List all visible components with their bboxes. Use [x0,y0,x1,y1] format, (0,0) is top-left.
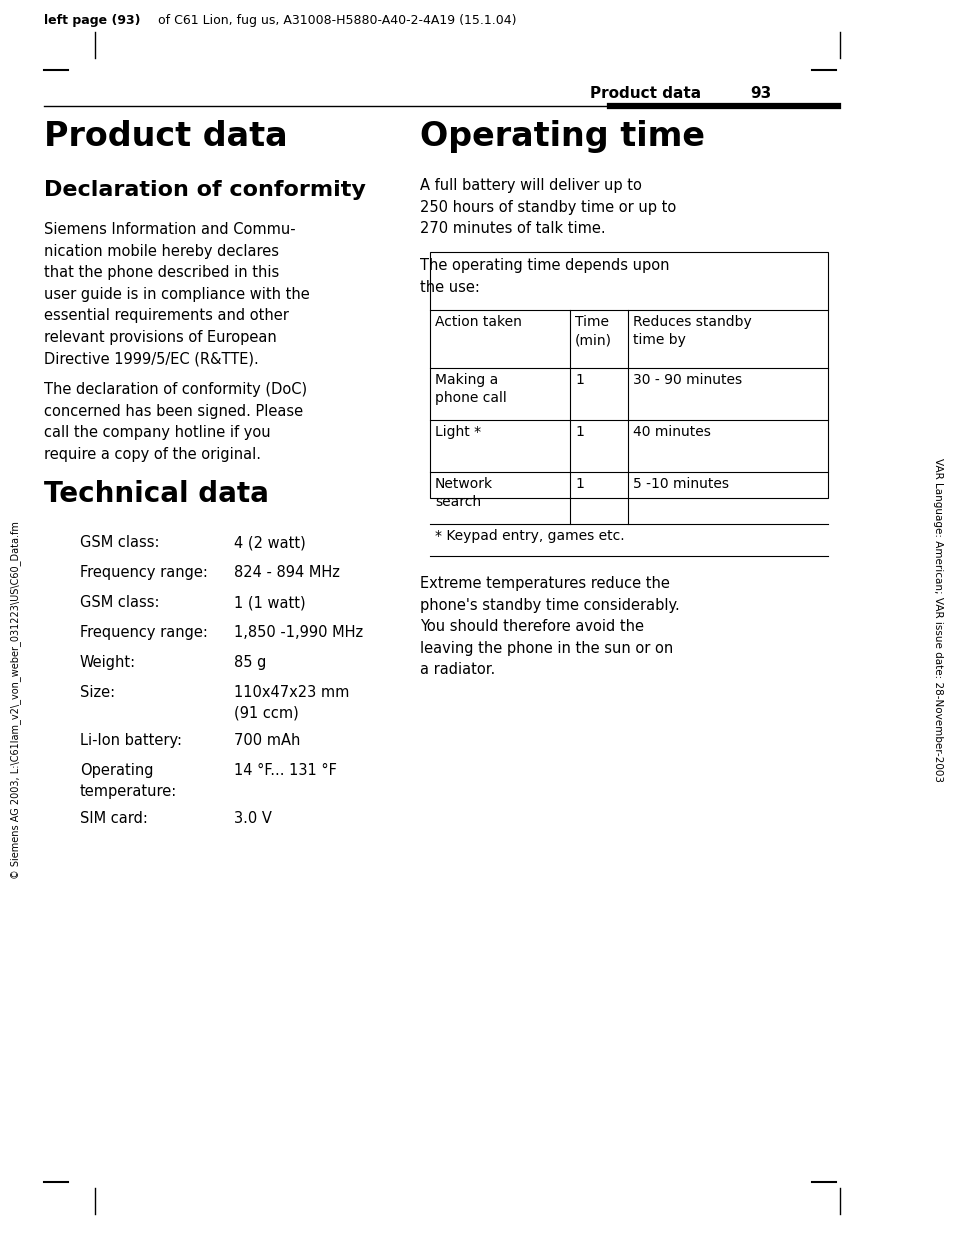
Text: Time
(min): Time (min) [575,315,612,348]
Text: Frequency range:: Frequency range: [80,564,208,579]
Text: Li-Ion battery:: Li-Ion battery: [80,733,182,748]
Text: * Keypad entry, games etc.: * Keypad entry, games etc. [435,530,624,543]
Text: The operating time depends upon
the use:: The operating time depends upon the use: [419,258,669,294]
Text: 4 (2 watt): 4 (2 watt) [233,535,305,549]
Text: 824 - 894 MHz: 824 - 894 MHz [233,564,339,579]
Text: 93: 93 [749,86,770,101]
Text: 1: 1 [575,477,583,491]
Text: 1: 1 [575,373,583,388]
Text: The declaration of conformity (DoC)
concerned has been signed. Please
call the c: The declaration of conformity (DoC) conc… [44,383,307,462]
Text: 110x47x23 mm
(91 ccm): 110x47x23 mm (91 ccm) [233,685,349,721]
Text: left page (93): left page (93) [44,14,140,27]
Text: Siemens Information and Commu-
nication mobile hereby declares
that the phone de: Siemens Information and Commu- nication … [44,222,310,366]
Text: Frequency range:: Frequency range: [80,625,208,640]
Bar [430,252,827,498]
Text: Network
search: Network search [435,477,493,510]
Text: 5 -10 minutes: 5 -10 minutes [633,477,728,491]
Text: 30 - 90 minutes: 30 - 90 minutes [633,373,741,388]
Text: Reduces standby
time by: Reduces standby time by [633,315,751,348]
Text: © Siemens AG 2003, L:\C61lam_v2\_von_weber_031223\US\C60_Data.fm: © Siemens AG 2003, L:\C61lam_v2\_von_web… [10,521,21,878]
Text: Operating time: Operating time [419,120,704,153]
Text: A full battery will deliver up to
250 hours of standby time or up to
270 minutes: A full battery will deliver up to 250 ho… [419,178,676,237]
Text: Making a
phone call: Making a phone call [435,373,506,405]
Text: SIM card:: SIM card: [80,811,148,826]
Text: 14 °F... 131 °F: 14 °F... 131 °F [233,763,336,778]
Text: Size:: Size: [80,685,115,700]
Text: 1 (1 watt): 1 (1 watt) [233,596,305,611]
Text: Light *: Light * [435,425,480,439]
Text: 85 g: 85 g [233,655,266,670]
Text: Extreme temperatures reduce the
phone's standby time considerably.
You should th: Extreme temperatures reduce the phone's … [419,576,679,678]
Text: Action taken: Action taken [435,315,521,329]
Text: Operating
temperature:: Operating temperature: [80,763,177,799]
Text: GSM class:: GSM class: [80,535,159,549]
Text: Declaration of conformity: Declaration of conformity [44,179,366,201]
Text: Product data: Product data [44,120,287,153]
Text: 40 minutes: 40 minutes [633,425,710,439]
Text: Technical data: Technical data [44,480,269,508]
Text: Weight:: Weight: [80,655,136,670]
Text: Product data: Product data [589,86,700,101]
Text: 1,850 -1,990 MHz: 1,850 -1,990 MHz [233,625,363,640]
Text: 1: 1 [575,425,583,439]
Text: GSM class:: GSM class: [80,596,159,611]
Text: VAR Language: American; VAR issue date: 28-November-2003: VAR Language: American; VAR issue date: … [932,459,942,782]
Text: 700 mAh: 700 mAh [233,733,300,748]
Text: of C61 Lion, fug us, A31008-H5880-A40-2-4A19 (15.1.04): of C61 Lion, fug us, A31008-H5880-A40-2-… [153,14,516,27]
Text: 3.0 V: 3.0 V [233,811,272,826]
